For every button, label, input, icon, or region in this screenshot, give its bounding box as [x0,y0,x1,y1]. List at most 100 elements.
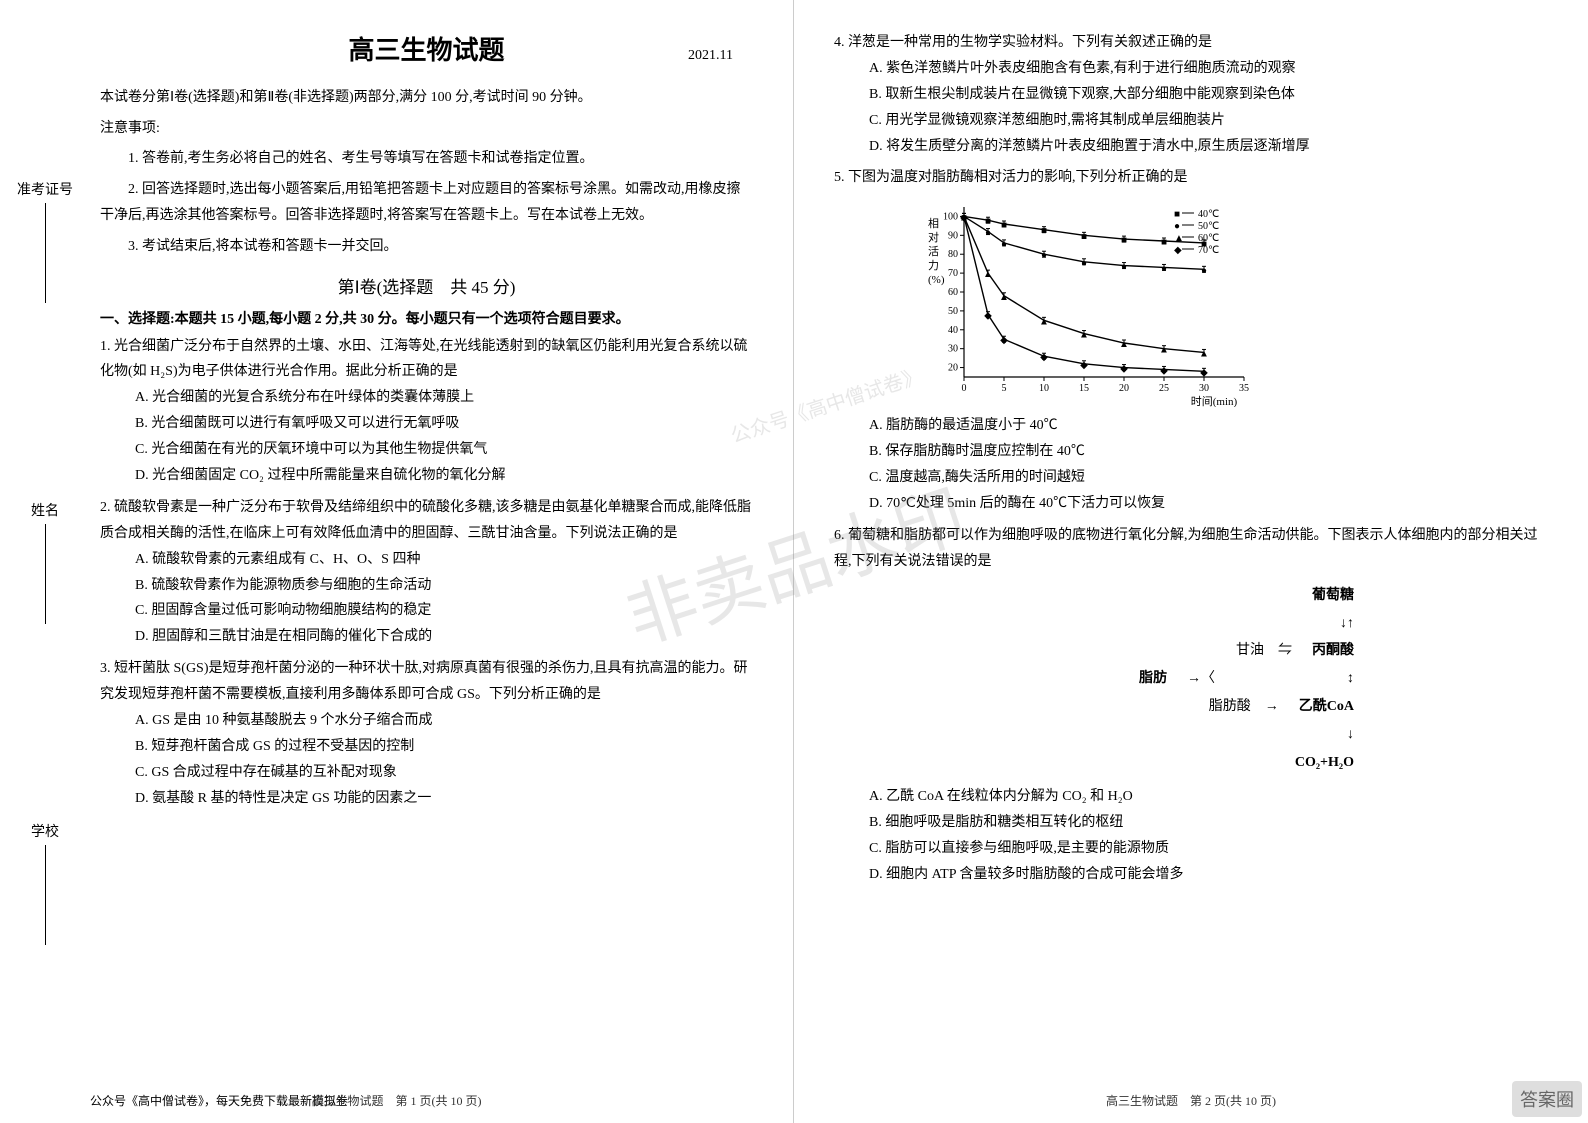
svg-text:■: ■ [1041,226,1047,237]
exam-date: 2021.11 [688,48,733,64]
chart-svg: 203040506070809010005101520253035相对活力(%)… [914,197,1254,407]
svg-text:■: ■ [985,217,991,228]
intro-line: 3. 考试结束后,将本试卷和答题卡一并交回。 [100,234,753,261]
intro-line: 1. 答卷前,考生务必将自己的姓名、考生号等填写在答题卡和试卷指定位置。 [100,146,753,173]
svg-text:40℃: 40℃ [1198,209,1219,220]
svg-text:20: 20 [1119,383,1129,394]
svg-text:40: 40 [948,325,958,336]
question-stem: 2. 硫酸软骨素是一种广泛分布于软骨及结缔组织中的硫酸化多糖,该多糖是由氨基化单… [100,495,753,547]
svg-text:■: ■ [1174,209,1180,220]
svg-text:●: ● [1174,221,1180,232]
question-option: B. 光合细菌既可以进行有氧呼吸又可以进行无氧呼吸 [100,411,753,437]
svg-text:■: ■ [1001,220,1007,231]
svg-text:▲: ▲ [1199,349,1209,360]
svg-text:■: ■ [1161,237,1167,248]
question-option: D. 70℃处理 5min 后的酶在 40℃下活力可以恢复 [834,491,1548,517]
question-option: A. 光合细菌的光复合系统分布在叶绿体的类囊体薄膜上 [100,385,753,411]
page-left: 准考证号 姓名 学校 高三生物试题 2021.11 本试卷分第Ⅰ卷(选择题)和第… [0,0,794,1123]
question-stem: 3. 短杆菌肽 S(GS)是短芽孢杆菌分泌的一种环状十肽,对病原真菌有很强的杀伤… [100,656,753,708]
svg-text:30: 30 [1199,383,1209,394]
metabolism-diagram: 葡萄糖↓↑甘油 ⇋ 丙酮酸脂肪 →〈↕脂肪酸 → 乙酰CoA↓CO₂+H₂O [1094,583,1354,776]
question-stem: 1. 光合细菌广泛分布于自然界的土壤、水田、江海等处,在光线能透射到的缺氧区仍能… [100,334,753,386]
exam-title: 高三生物试题 [100,30,753,67]
svg-text:◆: ◆ [1174,245,1182,256]
question-option: A. GS 是由 10 种氨基酸脱去 9 个水分子缩合而成 [100,708,753,734]
svg-text:60: 60 [948,287,958,298]
question-option: C. 用光学显微镜观察洋葱细胞时,需将其制成单层细胞装片 [834,108,1548,134]
svg-text:对: 对 [928,230,939,244]
svg-text:30: 30 [948,344,958,355]
side-label-text: 准考证号 [17,179,73,199]
svg-text:相: 相 [928,217,939,230]
question-option: D. 将发生质壁分离的洋葱鳞片叶表皮细胞置于清水中,原生质层逐渐增厚 [834,134,1548,160]
question-option: A. 硫酸软骨素的元素组成有 C、H、O、S 四种 [100,547,753,573]
question: 6. 葡萄糖和脂肪都可以作为细胞呼吸的底物进行氧化分解,为细胞生命活动供能。下图… [834,523,1548,888]
svg-text:●: ● [1081,258,1087,269]
svg-text:力: 力 [928,259,939,272]
svg-text:25: 25 [1159,383,1169,394]
svg-text:15: 15 [1079,383,1089,394]
question: 2. 硫酸软骨素是一种广泛分布于软骨及结缔组织中的硫酸化多糖,该多糖是由氨基化单… [100,495,753,650]
side-label-school: 学校 [31,821,59,945]
svg-text:▲: ▲ [1174,233,1184,244]
svg-text:35: 35 [1239,383,1249,394]
question-stem: 6. 葡萄糖和脂肪都可以作为细胞呼吸的底物进行氧化分解,为细胞生命活动供能。下图… [834,523,1548,575]
enzyme-activity-chart: 203040506070809010005101520253035相对活力(%)… [914,197,1254,407]
question-option: C. 光合细菌在有光的厌氧环境中可以为其他生物提供氧气 [100,437,753,463]
question: 4. 洋葱是一种常用的生物学实验材料。下列有关叙述正确的是A. 紫色洋葱鳞片叶外… [834,30,1548,159]
svg-text:70: 70 [948,268,958,279]
svg-text:(%): (%) [928,274,945,286]
side-line [45,845,46,945]
questions-left: 1. 光合细菌广泛分布于自然界的土壤、水田、江海等处,在光线能透射到的缺氧区仍能… [100,334,753,812]
svg-text:●: ● [1201,266,1207,277]
svg-text:■: ■ [1081,232,1087,243]
svg-text:60℃: 60℃ [1198,233,1219,244]
page-right: 4. 洋葱是一种常用的生物学实验材料。下列有关叙述正确的是A. 紫色洋葱鳞片叶外… [794,0,1588,1123]
intro-line: 本试卷分第Ⅰ卷(选择题)和第Ⅱ卷(非选择题)两部分,满分 100 分,考试时间 … [100,85,753,112]
side-line [45,524,46,624]
svg-text:■: ■ [1121,235,1127,246]
question-option: D. 氨基酸 R 基的特性是决定 GS 功能的因素之一 [100,786,753,812]
question-option: A. 脂肪酶的最适温度小于 40℃ [834,413,1548,439]
svg-text:◆: ◆ [1160,366,1168,377]
question-option: C. 脂肪可以直接参与细胞呼吸,是主要的能源物质 [834,836,1548,862]
svg-text:●: ● [1121,262,1127,273]
svg-text:▲: ▲ [1159,345,1169,356]
question-option: B. 短芽孢杆菌合成 GS 的过程不受基因的控制 [100,734,753,760]
svg-text:90: 90 [948,231,958,242]
section-1-title: 第Ⅰ卷(选择题 共 45 分) [100,273,753,298]
question-option: B. 细胞呼吸是脂肪和糖类相互转化的枢纽 [834,810,1548,836]
side-label-strip: 准考证号 姓名 学校 [10,80,80,1043]
intro-block: 本试卷分第Ⅰ卷(选择题)和第Ⅱ卷(非选择题)两部分,满分 100 分,考试时间 … [100,85,753,261]
svg-text:▲: ▲ [1119,339,1129,350]
question: 1. 光合细菌广泛分布于自然界的土壤、水田、江海等处,在光线能透射到的缺氧区仍能… [100,334,753,489]
side-label-name: 姓名 [31,500,59,624]
side-label-text: 姓名 [31,500,59,520]
questions-right: 4. 洋葱是一种常用的生物学实验材料。下列有关叙述正确的是A. 紫色洋葱鳞片叶外… [834,30,1548,887]
question-stem: 4. 洋葱是一种常用的生物学实验材料。下列有关叙述正确的是 [834,30,1548,56]
question-option: D. 胆固醇和三酰甘油是在相同酶的催化下合成的 [100,624,753,650]
section-1-qhead: 一、选择题:本题共 15 小题,每小题 2 分,共 30 分。每小题只有一个选项… [100,308,753,328]
question-option: D. 光合细菌固定 CO₂ 过程中所需能量来自硫化物的氧化分解 [100,463,753,489]
question-option: C. GS 合成过程中存在碱基的互补配对现象 [100,760,753,786]
svg-text:20: 20 [948,363,958,374]
corner-logo: 答案圈 [1512,1081,1582,1117]
svg-text:80: 80 [948,250,958,261]
question-option: B. 硫酸软骨素作为能源物质参与细胞的生命活动 [100,573,753,599]
question-option: A. 乙酰 CoA 在线粒体内分解为 CO₂ 和 H₂O [834,784,1548,810]
svg-text:5: 5 [1002,383,1007,394]
svg-text:●: ● [1041,251,1047,262]
svg-text:70℃: 70℃ [1198,245,1219,256]
svg-text:●: ● [1161,264,1167,275]
question-option: B. 保存脂肪酶时温度应控制在 40℃ [834,439,1548,465]
footer-left: 高三生物试题 第 1 页(共 10 页) [0,1092,793,1109]
question-option: C. 胆固醇含量过低可影响动物细胞膜结构的稳定 [100,598,753,624]
intro-line: 2. 回答选择题时,选出每小题答案后,用铅笔把答题卡上对应题目的答案标号涂黑。如… [100,177,753,230]
svg-text:10: 10 [1039,383,1049,394]
svg-text:时间(min): 时间(min) [1191,395,1238,407]
svg-text:50℃: 50℃ [1198,221,1219,232]
svg-text:◆: ◆ [1040,353,1048,364]
side-line [45,203,46,303]
question: 5. 下图为温度对脂肪酶相对活力的影响,下列分析正确的是203040506070… [834,165,1548,516]
question-stem: 5. 下图为温度对脂肪酶相对活力的影响,下列分析正确的是 [834,165,1548,191]
